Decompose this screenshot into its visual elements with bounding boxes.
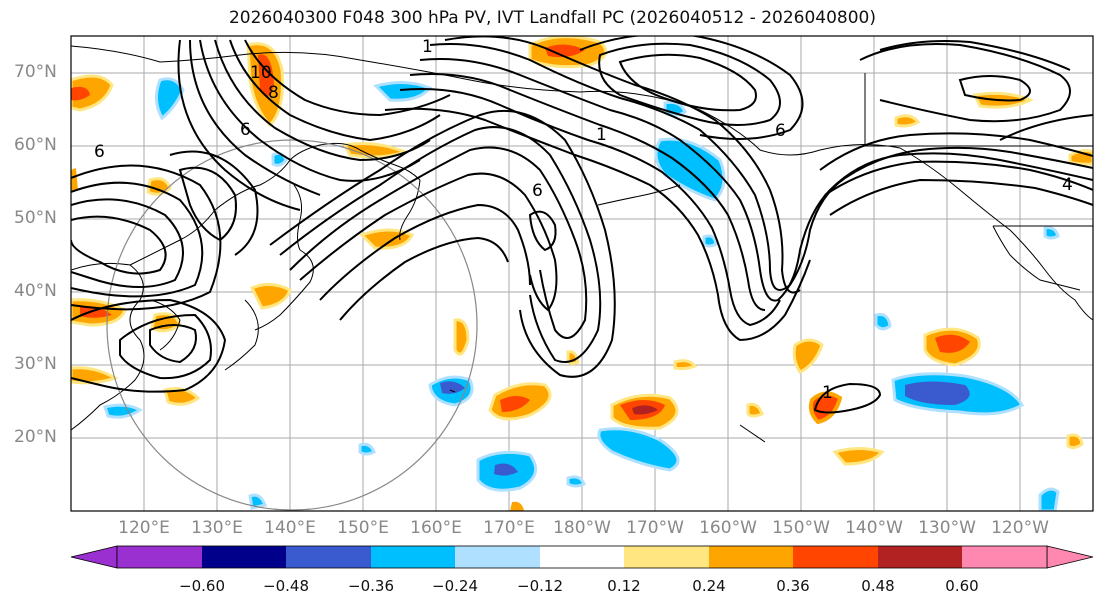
lon-label: 130°E — [191, 518, 243, 538]
lat-label-50n: 50°N — [14, 208, 57, 228]
lon-label: 160°E — [410, 518, 462, 538]
lon-label: 120°W — [991, 518, 1049, 538]
contour-label: 6 — [240, 120, 251, 140]
colorbar-segment — [793, 546, 878, 568]
contour-label: 6 — [94, 142, 105, 162]
ivt-shading — [71, 36, 1093, 511]
lat-label-20n: 20°N — [14, 427, 57, 447]
contour-label: 8 — [268, 83, 279, 103]
lat-label-70n: 70°N — [14, 62, 57, 82]
lon-label: 160°W — [699, 518, 757, 538]
colorbar-extend-high — [1046, 545, 1094, 569]
colorbar-segment — [371, 546, 455, 568]
lon-label: 130°W — [918, 518, 976, 538]
pv-contours — [71, 36, 1093, 414]
colorbar-segment — [624, 546, 709, 568]
lon-label: 170°E — [483, 518, 535, 538]
lon-label: 150°E — [337, 518, 389, 538]
contour-labels: 1 10 8 6 6 6 4 6 1 1 — [94, 37, 1073, 403]
contour-label: 10 — [250, 63, 272, 83]
colorbar-segment — [117, 546, 202, 568]
colorbar-extend-low — [70, 545, 118, 569]
colorbar-segment — [455, 546, 540, 568]
lat-label-30n: 30°N — [14, 354, 57, 374]
lon-label: 150°W — [772, 518, 830, 538]
map-frame — [70, 35, 1094, 512]
colorbar-tick-label: −0.48 — [263, 577, 309, 595]
contour-label: 1 — [822, 383, 833, 403]
colorbar-tick-label: 0.48 — [861, 577, 895, 595]
colorbar-segment — [202, 546, 286, 568]
lon-label: 120°E — [118, 518, 170, 538]
contour-label: 6 — [532, 181, 543, 201]
colorbar-segment — [709, 546, 793, 568]
radius-circle — [106, 139, 478, 511]
contour-label: 6 — [775, 121, 786, 141]
colorbar-tick-label: −0.12 — [517, 577, 563, 595]
colorbar-tick-label: 0.24 — [692, 577, 726, 595]
colorbar-tick-label: 0.36 — [776, 577, 810, 595]
lon-label: 180°W — [553, 518, 611, 538]
colorbar-segment — [540, 546, 624, 568]
colorbar-tick-label: −0.60 — [179, 577, 225, 595]
colorbar-tick-label: −0.36 — [348, 577, 394, 595]
lat-label-60n: 60°N — [14, 135, 57, 155]
lon-label: 140°W — [845, 518, 903, 538]
colorbar-segment — [878, 546, 962, 568]
contour-label: 1 — [596, 125, 607, 145]
colorbar — [70, 545, 1094, 569]
colorbar-segment — [962, 546, 1047, 568]
colorbar-tick-label: 0.60 — [945, 577, 979, 595]
colorbar-segment — [286, 546, 371, 568]
colorbar-tick-label: −0.24 — [432, 577, 478, 595]
lat-label-40n: 40°N — [14, 281, 57, 301]
map-title: 2026040300 F048 300 hPa PV, IVT Landfall… — [228, 8, 876, 28]
contour-label: 4 — [1062, 175, 1073, 195]
lon-label: 170°W — [626, 518, 684, 538]
colorbar-tick-label: 0.12 — [607, 577, 641, 595]
lon-label: 140°E — [264, 518, 316, 538]
contour-label: 1 — [422, 37, 433, 57]
